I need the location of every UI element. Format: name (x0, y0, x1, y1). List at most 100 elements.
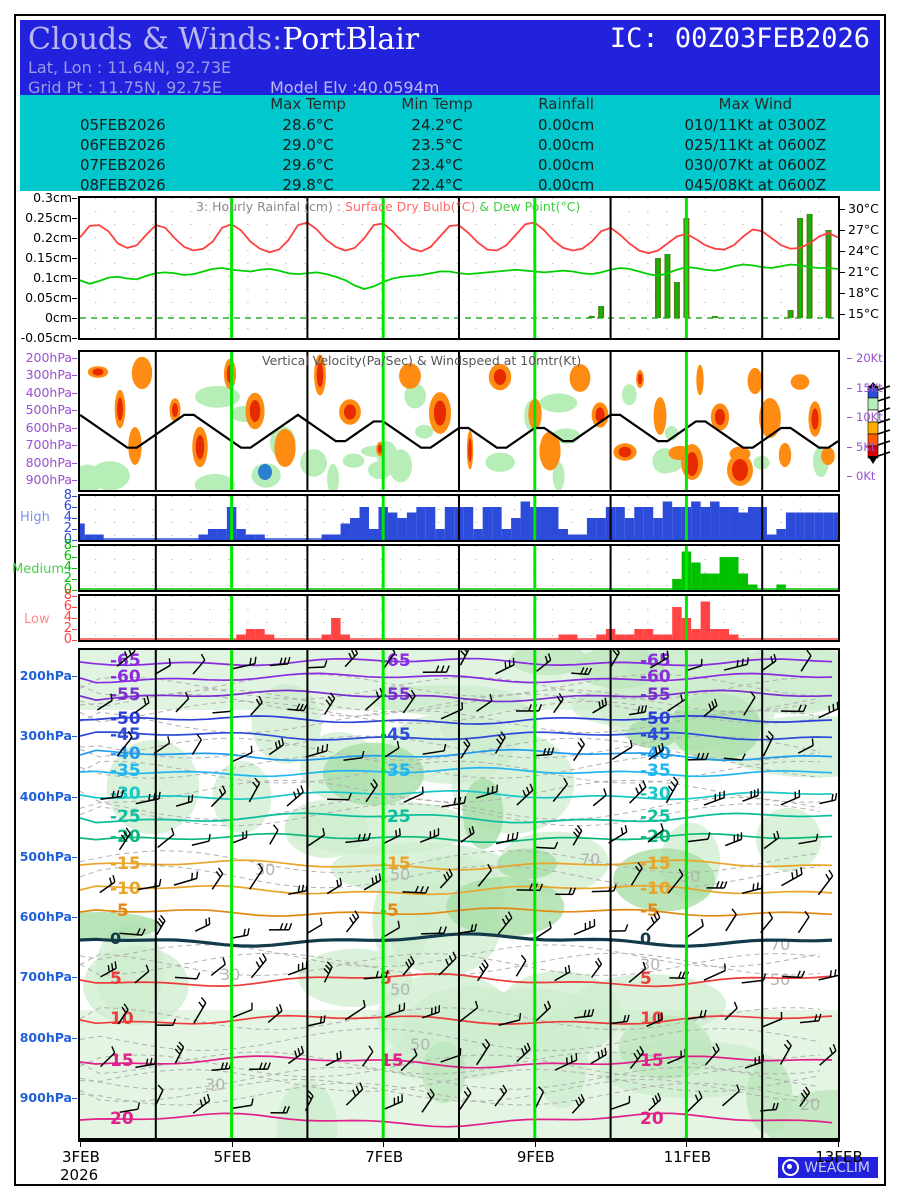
svg-text:5: 5 (380, 969, 392, 989)
x-axis-tick (534, 1140, 536, 1147)
axis-tick (72, 427, 77, 429)
wind-legend-tick-label: 5Kt (856, 439, 876, 454)
pressure-axis-tick-label: 700hPa (25, 437, 72, 453)
svg-text:20: 20 (640, 1109, 664, 1129)
axis-tick (72, 596, 77, 597)
wind-legend-tick-label: 10Kt (856, 410, 883, 424)
svg-text:-15: -15 (380, 854, 411, 874)
temperature-axis-tick-label: 24°C (848, 243, 879, 258)
cell-max-wind: 010/11Kt at 0300Z (684, 116, 827, 134)
x-axis-tick-label: 5FEB (213, 1148, 252, 1166)
medium-cloud-panel (78, 544, 840, 592)
cell-max-temp: 29.6°C (282, 156, 334, 174)
svg-text:-65: -65 (380, 651, 411, 671)
cloud-axis-tick-label: 2 (63, 571, 72, 586)
pressure-axis-tick-label: 400hPa (25, 384, 72, 400)
axis-tick (72, 568, 77, 569)
wind-legend-tick-label: 20Kt (856, 351, 883, 365)
axis-tick (72, 496, 77, 497)
cloud-axis-tick-label: 0 (63, 582, 72, 597)
x-axis-tick-label: 9FEB (516, 1148, 555, 1166)
cell-max-wind: 030/07Kt at 0600Z (684, 156, 827, 174)
upper-air-plot: 305070503050305050307020-65-65-65-60-60-… (80, 650, 838, 1138)
col-header-max-wind: Max Wind (718, 95, 793, 113)
model-elevation-label: Model Elv :40.0594m (270, 78, 440, 97)
cell-max-temp: 28.6°C (282, 116, 334, 134)
rainfall-axis-tick-label: 0.2cm (33, 230, 72, 245)
x-axis-tick-label: 11FEB (663, 1148, 712, 1166)
svg-text:-10: -10 (110, 879, 141, 899)
cloud-axis-tick-label: 4 (63, 510, 72, 525)
pressure-axis-tick-label: 300hPa (25, 367, 72, 383)
rainfall-axis-tick-label: 0.1cm (33, 270, 72, 285)
cloud-axis-tick-label: 0 (63, 532, 72, 547)
svg-text:0: 0 (110, 929, 121, 948)
axis-tick (72, 278, 77, 279)
axis-tick (72, 579, 77, 580)
axis-tick (72, 540, 77, 541)
pressure-axis-tick-label: 400hPa (19, 788, 72, 804)
svg-text:-50: -50 (640, 709, 671, 729)
axis-tick (72, 796, 77, 798)
axis-tick (72, 917, 77, 919)
axis-tick (72, 218, 77, 219)
axis-tick (840, 230, 845, 231)
svg-text:-45: -45 (380, 725, 411, 745)
cloud-axis-tick-label: 4 (63, 560, 72, 575)
wind-speed-legend (846, 352, 900, 492)
axis-tick (72, 238, 77, 239)
svg-text:-35: -35 (110, 761, 141, 781)
pressure-axis-tick-label: 500hPa (25, 402, 72, 418)
svg-text:50: 50 (410, 1035, 430, 1054)
cloud-axis-tick-label: 8 (63, 488, 72, 503)
axis-tick (72, 507, 77, 508)
svg-text:-50: -50 (110, 709, 141, 729)
table-row: 05FEB2026 28.6°C 24.2°C 0.00cm 010/11Kt at 0… (20, 115, 880, 135)
cell-max-temp: 29.8°C (282, 176, 334, 191)
svg-text:-60: -60 (640, 667, 671, 687)
svg-text:20: 20 (110, 1109, 134, 1129)
axis-tick (72, 410, 77, 412)
axis-tick (840, 209, 845, 210)
rainfall-temperature-panel (78, 196, 840, 340)
cell-rainfall: 0.00cm (537, 116, 595, 134)
axis-tick (72, 358, 77, 359)
axis-tick (72, 445, 77, 447)
cell-date: 07FEB2026 (79, 156, 166, 174)
axis-tick (72, 607, 77, 608)
page-border (14, 14, 886, 1186)
cell-min-temp: 22.4°C (411, 176, 463, 191)
svg-text:-30: -30 (110, 784, 141, 804)
svg-text:-5: -5 (110, 901, 129, 921)
table-row: 07FEB2026 29.6°C 23.4°C 0.00cm 030/07Kt at 0… (20, 155, 880, 175)
cell-date: 08FEB2026 (79, 176, 166, 191)
pressure-axis-tick-label: 600hPa (19, 909, 72, 925)
axis-tick (72, 590, 77, 591)
cloud-axis-tick-label: 6 (63, 549, 72, 564)
pressure-axis-tick-label: 200hPa (25, 350, 72, 365)
axis-tick (72, 518, 77, 519)
vertical-velocity-panel (78, 350, 840, 492)
svg-text:-45: -45 (110, 725, 141, 745)
weaclim-logo: WEACLIM (778, 1157, 878, 1178)
svg-text:30: 30 (205, 1075, 225, 1094)
svg-text:15: 15 (110, 1051, 134, 1071)
page-title: Clouds & Winds:PortBlair (28, 22, 420, 57)
svg-text:15: 15 (380, 1051, 404, 1071)
wind-legend-tick-label: 0Kt (856, 469, 876, 483)
pressure-axis-tick-label: 800hPa (25, 454, 72, 470)
axis-tick (72, 462, 77, 464)
svg-text:-35: -35 (380, 761, 411, 781)
svg-text:-55: -55 (640, 685, 671, 705)
svg-text:-35: -35 (640, 761, 671, 781)
pressure-axis-tick-label: 800hPa (19, 1029, 72, 1045)
header-banner: Clouds & Winds:PortBlair IC: 00Z03FEB202… (20, 20, 880, 97)
axis-tick (847, 446, 852, 448)
svg-text:-40: -40 (110, 744, 141, 764)
svg-text:-30: -30 (640, 784, 671, 804)
axis-tick (72, 676, 77, 677)
pressure-axis-tick-label: 200hPa (19, 668, 72, 683)
cell-rainfall: 0.00cm (537, 156, 595, 174)
temperature-axis-tick-label: 21°C (848, 264, 879, 279)
rainfall-axis-tick-label: 0.25cm (25, 210, 72, 225)
